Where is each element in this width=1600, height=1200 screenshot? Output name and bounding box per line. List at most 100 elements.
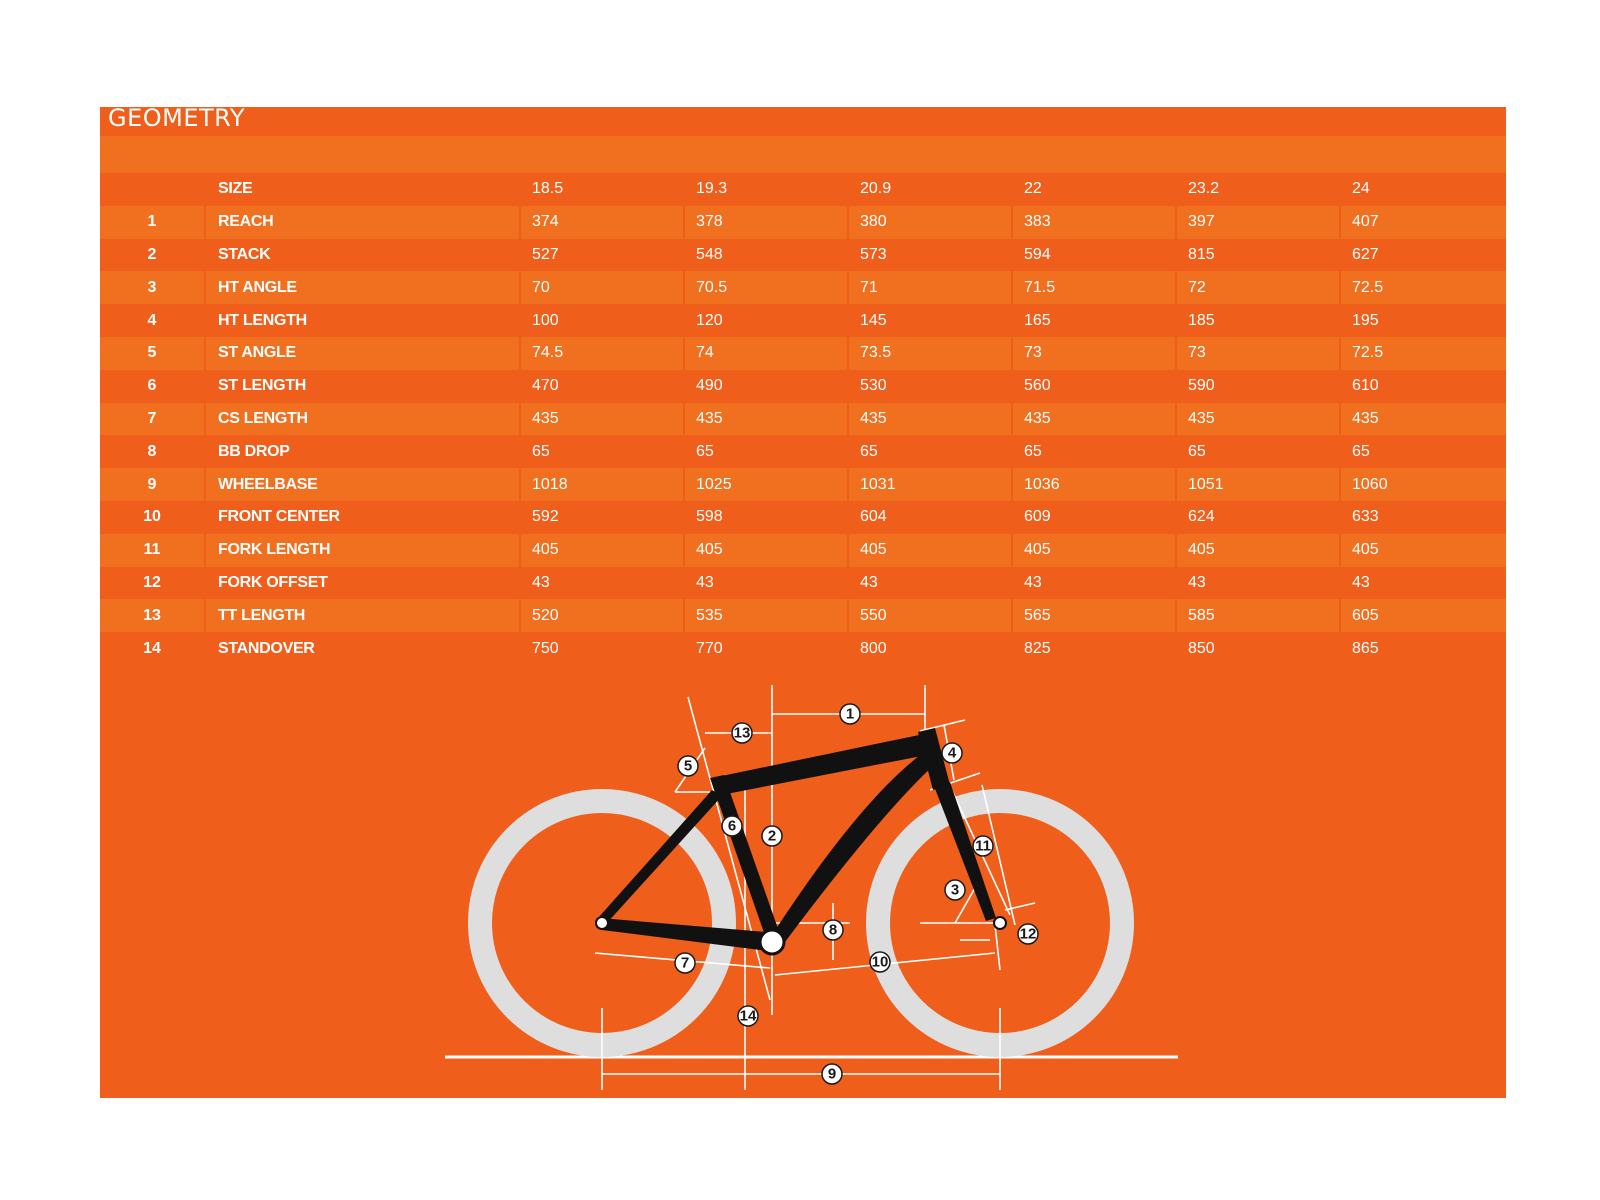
row-label: FORK OFFSET xyxy=(205,566,521,600)
callout-label: 9 xyxy=(828,1066,836,1083)
header-band xyxy=(100,136,1506,173)
size-label: SIZE xyxy=(205,173,521,206)
table-cell: 397 xyxy=(1176,205,1341,239)
table-cell: 573 xyxy=(848,238,1013,272)
table-cell: 610 xyxy=(1340,369,1506,403)
table-row: 9 WHEELBASE 1018 1025 1031 1036 1051 1060 xyxy=(100,468,1506,501)
callout-label: 1 xyxy=(846,706,854,723)
table-cell: 405 xyxy=(1176,533,1341,567)
table-cell: 383 xyxy=(1012,205,1177,239)
table-cell: 590 xyxy=(1176,369,1341,403)
head-tube xyxy=(918,728,950,790)
row-number: 5 xyxy=(100,336,206,370)
top-tube xyxy=(712,734,932,796)
size-header: 22 xyxy=(1012,173,1177,206)
table-cell: 865 xyxy=(1340,632,1506,665)
table-cell: 1036 xyxy=(1012,468,1177,501)
table-cell: 165 xyxy=(1012,304,1177,337)
table-cell: 65 xyxy=(684,435,849,469)
callout-label: 6 xyxy=(728,818,736,835)
table-cell: 815 xyxy=(1176,238,1341,272)
callout-label: 4 xyxy=(948,745,957,762)
table-cell: 72 xyxy=(1176,271,1341,305)
table-cell: 65 xyxy=(1012,435,1177,469)
table-cell: 74.5 xyxy=(520,336,685,370)
table-cell: 145 xyxy=(848,304,1013,337)
table-cell: 594 xyxy=(1012,238,1177,272)
geometry-table: SIZE 18.5 19.3 20.9 22 23.2 24 1 REACH 374 378 380 3… xyxy=(100,173,1506,665)
row-number xyxy=(100,173,206,206)
table-cell: 72.5 xyxy=(1340,271,1506,305)
table-cell: 550 xyxy=(848,599,1013,633)
row-number: 3 xyxy=(100,271,206,305)
table-row: 12 FORK OFFSET 43 43 43 43 43 43 xyxy=(100,566,1506,600)
callout-label: 13 xyxy=(734,725,751,742)
chain-stay xyxy=(600,918,778,952)
table-cell: 530 xyxy=(848,369,1013,403)
table-cell: 374 xyxy=(520,205,685,239)
callout-6: 6 xyxy=(721,815,743,837)
table-row: 14 STANDOVER 750 770 800 825 850 865 xyxy=(100,632,1506,665)
table-cell: 43 xyxy=(684,566,849,600)
size-header: 23.2 xyxy=(1176,173,1341,206)
row-number: 4 xyxy=(100,304,206,337)
row-number: 2 xyxy=(100,238,206,272)
fork xyxy=(934,782,996,921)
row-label: WHEELBASE xyxy=(205,468,521,501)
table-cell: 435 xyxy=(1176,402,1341,436)
table-cell: 850 xyxy=(1176,632,1341,665)
callout-7: 7 xyxy=(674,952,696,974)
row-label: STACK xyxy=(205,238,521,272)
table-row: 7 CS LENGTH 435 435 435 435 435 435 xyxy=(100,402,1506,436)
callout-12: 12 xyxy=(1017,923,1039,945)
table-cell: 1025 xyxy=(684,468,849,501)
callout-label: 2 xyxy=(768,828,776,845)
row-number: 14 xyxy=(100,632,206,665)
table-cell: 435 xyxy=(520,402,685,436)
callout-label: 7 xyxy=(681,955,689,972)
callout-13: 13 xyxy=(731,722,753,744)
table-cell: 435 xyxy=(848,402,1013,436)
table-cell: 435 xyxy=(1340,402,1506,436)
table-cell: 1051 xyxy=(1176,468,1341,501)
table-cell: 405 xyxy=(520,533,685,567)
table-cell: 609 xyxy=(1012,500,1177,534)
size-header: 20.9 xyxy=(848,173,1013,206)
row-number: 1 xyxy=(100,205,206,239)
size-header: 24 xyxy=(1340,173,1506,206)
table-cell: 592 xyxy=(520,500,685,534)
callout-label: 12 xyxy=(1020,926,1037,943)
table-cell: 1060 xyxy=(1340,468,1506,501)
table-cell: 598 xyxy=(684,500,849,534)
callout-14: 14 xyxy=(737,1005,759,1027)
row-number: 7 xyxy=(100,402,206,436)
table-cell: 825 xyxy=(1012,632,1177,665)
table-cell: 71.5 xyxy=(1012,271,1177,305)
row-number: 13 xyxy=(100,599,206,633)
table-cell: 565 xyxy=(1012,599,1177,633)
callout-1: 1 xyxy=(839,703,861,725)
row-number: 6 xyxy=(100,369,206,403)
row-label: REACH xyxy=(205,205,521,239)
row-label: FORK LENGTH xyxy=(205,533,521,567)
table-cell: 750 xyxy=(520,632,685,665)
table-cell: 405 xyxy=(1012,533,1177,567)
table-cell: 605 xyxy=(1340,599,1506,633)
table-cell: 435 xyxy=(1012,402,1177,436)
table-cell: 1031 xyxy=(848,468,1013,501)
table-cell: 65 xyxy=(1340,435,1506,469)
table-cell: 527 xyxy=(520,238,685,272)
row-label: HT LENGTH xyxy=(205,304,521,337)
down-tube xyxy=(772,752,934,942)
row-label: STANDOVER xyxy=(205,632,521,665)
callout-label: 11 xyxy=(975,838,991,855)
table-cell: 73 xyxy=(1176,336,1341,370)
table-row: 1 REACH 374 378 380 383 397 407 xyxy=(100,205,1506,239)
table-row: 2 STACK 527 548 573 594 815 627 xyxy=(100,238,1506,272)
page-title: GEOMETRY xyxy=(108,104,245,132)
callout-3: 3 xyxy=(944,879,966,901)
table-cell: 65 xyxy=(520,435,685,469)
table-cell: 405 xyxy=(1340,533,1506,567)
callout-label: 8 xyxy=(829,922,837,939)
